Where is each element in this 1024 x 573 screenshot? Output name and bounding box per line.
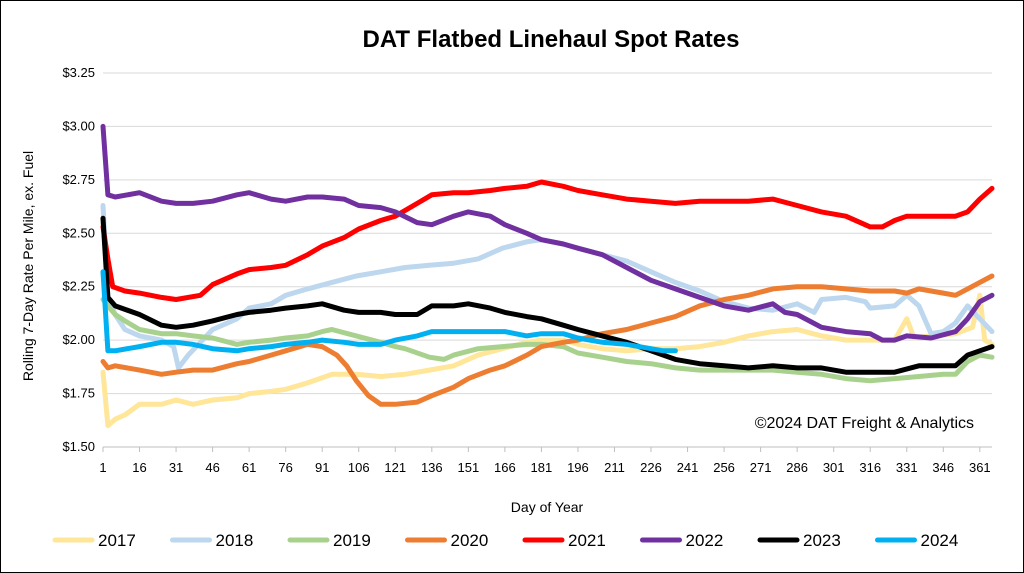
series-line-2024	[100, 269, 678, 354]
x-tick-label: 316	[859, 460, 881, 475]
legend-label-2024: 2024	[921, 531, 959, 550]
x-tick-label: 256	[713, 460, 735, 475]
x-tick-label: 1	[99, 460, 106, 475]
series-line-2022	[100, 123, 995, 343]
series-lines	[100, 123, 995, 429]
x-tick-label: 361	[969, 460, 991, 475]
legend-label-2021: 2021	[568, 531, 606, 550]
x-tick-label: 241	[677, 460, 699, 475]
x-tick-label: 301	[823, 460, 845, 475]
x-tick-label: 16	[132, 460, 146, 475]
y-tick-label: $2.75	[62, 172, 95, 187]
y-tick-label: $3.25	[62, 65, 95, 80]
x-tick-label: 31	[169, 460, 183, 475]
y-tick-label: $1.75	[62, 386, 95, 401]
y-axis-ticks: $1.50 $1.75 $2.00 $2.25 $2.50 $2.75 $3.00 $3.25	[62, 65, 95, 454]
y-tick-label: $2.25	[62, 279, 95, 294]
legend-label-2017: 2017	[98, 531, 136, 550]
x-tick-label: 136	[421, 460, 443, 475]
y-tick-label: $1.50	[62, 439, 95, 454]
x-tick-label: 61	[242, 460, 256, 475]
y-tick-label: $3.00	[62, 118, 95, 133]
chart-title: DAT Flatbed Linehaul Spot Rates	[363, 26, 740, 53]
x-tick-label: 271	[750, 460, 772, 475]
legend-label-2018: 2018	[216, 531, 254, 550]
legend-label-2022: 2022	[686, 531, 724, 550]
x-tick-label: 151	[457, 460, 479, 475]
x-tick-label: 196	[567, 460, 589, 475]
x-tick-label: 46	[205, 460, 219, 475]
series-line-2019	[100, 297, 995, 384]
x-tick-label: 211	[604, 460, 625, 475]
x-tick-label: 286	[786, 460, 808, 475]
series-line-2023	[100, 215, 995, 375]
x-tick-label: 181	[531, 460, 553, 475]
copyright-annotation: ©2024 DAT Freight & Analytics	[755, 415, 974, 432]
series-line-2021	[100, 179, 995, 302]
x-tick-label: 121	[384, 460, 406, 475]
series-line-2020	[100, 273, 995, 407]
x-tick-label: 106	[348, 460, 370, 475]
y-tick-label: $2.50	[62, 225, 95, 240]
x-tick-label: 226	[640, 460, 662, 475]
legend-label-2023: 2023	[803, 531, 841, 550]
y-tick-label: $2.00	[62, 332, 95, 347]
legend-label-2019: 2019	[333, 531, 371, 550]
x-tick-label: 331	[896, 460, 918, 475]
series-line-2017	[100, 292, 995, 429]
y-axis-label: Rolling 7-Day Rate Per Mile, ex. Fuel	[20, 151, 36, 381]
legend: 2017 2018 2019 2020 2021 2022 2023 2024	[52, 531, 959, 550]
gridlines	[103, 72, 992, 448]
x-axis-ticks: 1 16 31 46 61 76 91 106 121 136 151 166 181 196 211 226…	[99, 446, 992, 475]
x-tick-label: 76	[278, 460, 292, 475]
x-axis-label: Day of Year	[511, 499, 584, 515]
x-tick-label: 166	[494, 460, 516, 475]
x-tick-label: 91	[315, 460, 329, 475]
legend-label-2020: 2020	[451, 531, 489, 550]
x-tick-label: 346	[932, 460, 954, 475]
